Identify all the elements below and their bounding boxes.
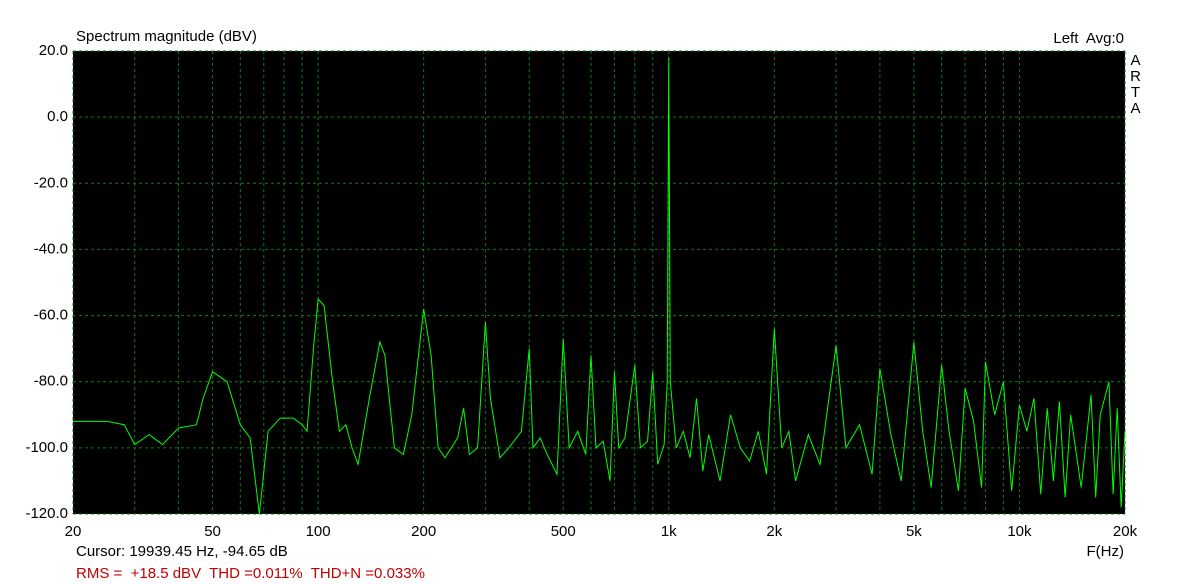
y-tick-label: -80.0 [34,373,68,390]
y-tick-label: -60.0 [34,307,68,324]
y-tick-label: -100.0 [25,439,68,456]
side-label: ARTA [1127,52,1144,116]
y-tick-label: -40.0 [34,240,68,257]
x-tick-label: 100 [306,523,331,540]
y-tick-label: -20.0 [34,174,68,191]
chart-title: Spectrum magnitude (dBV) [76,28,257,45]
x-tick-label: 50 [204,523,221,540]
x-tick-label: 200 [411,523,436,540]
x-tick-label: 1k [661,523,677,540]
x-tick-label: 20 [65,523,82,540]
x-tick-label: 20k [1113,523,1138,540]
y-tick-label: 0.0 [47,108,68,125]
x-tick-label: 5k [906,523,922,540]
stats: RMS = +18.5 dBV THD =0.011% THD+N =0.033… [76,565,425,582]
y-tick-label: 20.0 [39,42,68,59]
x-axis-label: F(Hz) [1087,543,1125,560]
y-tick-label: -120.0 [25,505,68,522]
x-tick-label: 2k [766,523,782,540]
spectrum-line [73,57,1126,515]
cursor-readout: Cursor: 19939.45 Hz, -94.65 dB [76,543,288,560]
x-tick-label: 10k [1007,523,1032,540]
channel-label: Left Avg:0 [1053,30,1124,47]
x-tick-label: 500 [551,523,576,540]
